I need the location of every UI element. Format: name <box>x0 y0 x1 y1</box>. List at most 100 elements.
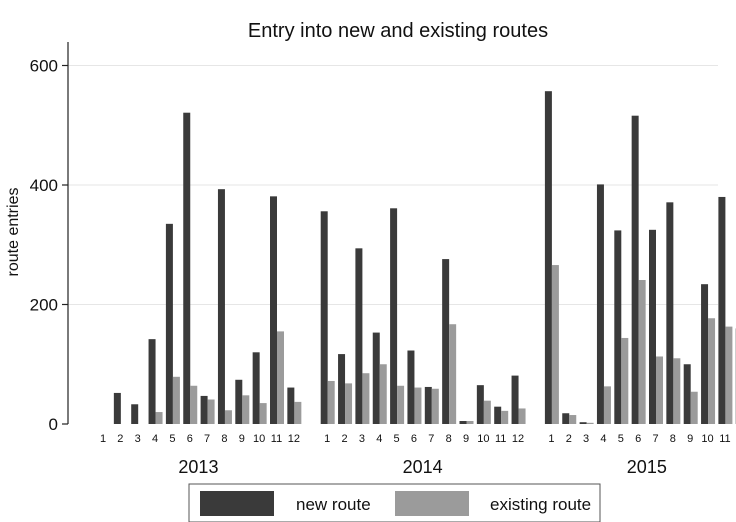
bar-new-route <box>562 413 570 424</box>
x-tick-label: 9 <box>239 433 245 445</box>
bar-new-route <box>165 223 173 424</box>
bar-new-route <box>494 406 502 424</box>
x-tick-label: 4 <box>152 433 158 445</box>
bar-existing-route <box>708 318 716 424</box>
x-tick-label: 11 <box>271 433 282 445</box>
x-tick-label: 12 <box>512 433 524 445</box>
bar-existing-route <box>327 380 335 424</box>
bar-new-route <box>252 352 260 424</box>
bar-new-route <box>476 385 484 424</box>
bar-new-route <box>424 386 432 424</box>
bar-new-route <box>287 387 295 424</box>
x-tick-label: 1 <box>100 433 106 445</box>
bar-new-route <box>718 196 726 424</box>
bar-existing-route <box>656 356 663 424</box>
bar-existing-route <box>294 401 302 424</box>
bar-existing-route <box>345 383 353 424</box>
bar-new-route <box>701 284 709 424</box>
y-tick-label: 0 <box>49 415 58 434</box>
bar-new-route <box>355 248 363 424</box>
bar-existing-route <box>483 400 491 424</box>
x-tick-label: 5 <box>394 433 400 445</box>
year-label: 2015 <box>627 457 667 477</box>
x-tick-label: 7 <box>428 433 434 445</box>
x-tick-label: 6 <box>411 433 417 445</box>
bar-new-route <box>544 91 552 424</box>
bars <box>113 91 736 424</box>
x-tick-label: 7 <box>652 433 658 445</box>
bar-new-route <box>631 115 639 424</box>
bar-new-route <box>235 379 243 424</box>
x-tick-label: 6 <box>187 433 193 445</box>
bar-new-route <box>217 189 225 424</box>
bar-existing-route <box>586 422 594 424</box>
x-tick-label: 11 <box>495 433 506 445</box>
bar-existing-route <box>172 376 180 424</box>
bar-existing-route <box>431 388 439 424</box>
year-label: 2013 <box>178 457 218 477</box>
bar-existing-route <box>638 280 646 424</box>
y-axis-ticks: 0 200 400 600 <box>30 57 68 434</box>
x-tick-label: 2 <box>341 433 347 445</box>
bar-new-route <box>442 259 450 424</box>
bar-existing-route <box>466 421 474 424</box>
bar-existing-route <box>207 399 215 424</box>
bar-new-route <box>579 422 587 424</box>
x-tick-label: 5 <box>618 433 624 445</box>
bar-existing-route <box>690 391 698 424</box>
x-tick-label: 8 <box>221 433 227 445</box>
bar-existing-route <box>501 410 509 424</box>
bar-existing-route <box>242 395 250 424</box>
legend-label-new-route: new route <box>296 495 371 514</box>
y-tick-label: 600 <box>30 57 58 76</box>
bar-existing-route <box>379 364 387 424</box>
bar-existing-route <box>518 408 526 424</box>
bar-existing-route <box>603 386 611 424</box>
year-labels: 2013 2014 2015 <box>178 457 666 477</box>
x-tick-label: 6 <box>635 433 641 445</box>
bar-existing-route <box>414 387 422 424</box>
x-tick-label: 10 <box>477 433 489 445</box>
legend: new route existing route <box>188 483 601 522</box>
bar-new-route <box>666 202 674 424</box>
x-tick-label: 7 <box>204 433 210 445</box>
bar-existing-route <box>569 415 577 424</box>
x-tick-label: 9 <box>463 433 469 445</box>
x-tick-label: 8 <box>446 433 452 445</box>
bar-new-route <box>113 392 121 424</box>
bar-existing-route <box>725 326 733 424</box>
bar-new-route <box>511 375 519 424</box>
bar-new-route <box>183 112 191 424</box>
x-tick-label: 9 <box>687 433 693 445</box>
bar-new-route <box>131 404 139 424</box>
x-tick-label: 11 <box>719 433 730 445</box>
x-tick-label: 3 <box>135 433 141 445</box>
bar-new-route <box>596 184 604 424</box>
y-tick-label: 400 <box>30 176 58 195</box>
bar-existing-route <box>621 337 629 424</box>
x-tick-label: 4 <box>376 433 382 445</box>
x-tick-label: 5 <box>169 433 175 445</box>
bar-existing-route <box>397 385 405 424</box>
bar-existing-route <box>277 331 284 424</box>
bar-new-route <box>320 211 328 424</box>
legend-swatch-new-route <box>200 491 274 516</box>
bar-existing-route <box>190 385 198 424</box>
bar-existing-route <box>673 358 681 424</box>
bar-new-route <box>200 395 208 424</box>
x-axis-ticks: 1 2 3 4 5 6 7 8 9 10 11 12 1 2 3 4 5 6 7 8 9 10 11 12 1 2 3 4 5 6 7 8 9 1… <box>100 433 731 445</box>
x-tick-label: 2 <box>566 433 572 445</box>
legend-label-existing-route: existing route <box>490 495 591 514</box>
x-tick-label: 1 <box>324 433 330 445</box>
bar-new-route <box>614 230 622 424</box>
x-tick-label: 4 <box>600 433 606 445</box>
x-tick-label: 10 <box>253 433 265 445</box>
chart-title: Entry into new and existing routes <box>248 20 548 42</box>
year-label: 2014 <box>403 457 443 477</box>
y-tick-label: 200 <box>30 296 58 315</box>
x-tick-label: 12 <box>288 433 300 445</box>
bar-new-route <box>407 350 415 424</box>
bar-new-route <box>372 332 380 424</box>
legend-swatch-existing-route <box>395 491 469 516</box>
